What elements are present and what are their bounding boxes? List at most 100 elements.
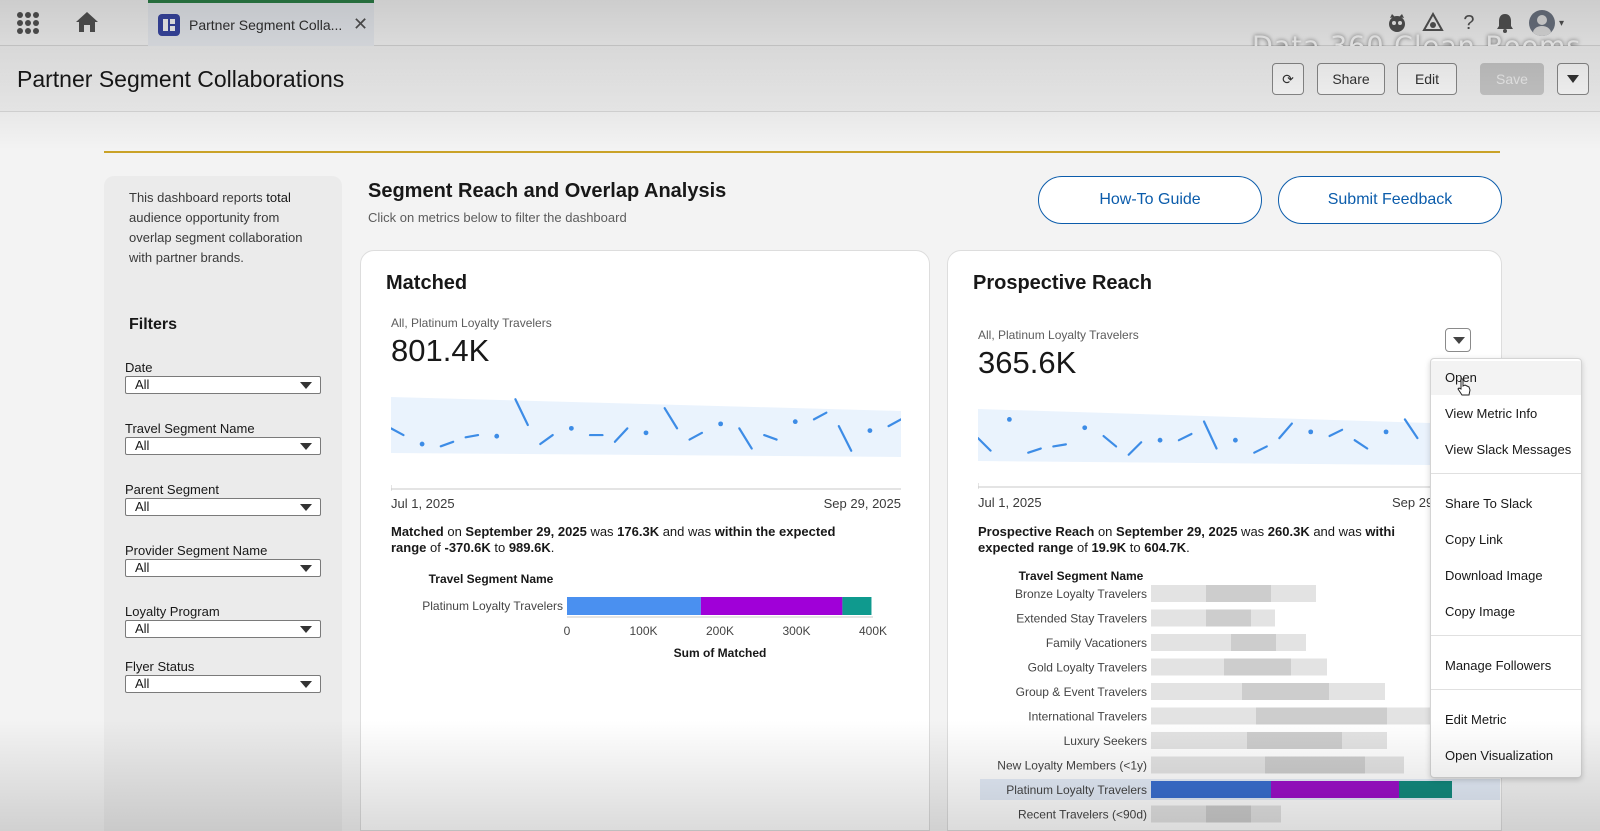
- bar-segment-2: [1399, 781, 1452, 798]
- sparkline-point: [1157, 437, 1163, 443]
- how-to-guide-button[interactable]: How-To Guide: [1038, 176, 1262, 224]
- menu-item-download-image[interactable]: Download Image: [1445, 568, 1543, 583]
- travel-segment-filter-select[interactable]: All: [125, 437, 321, 455]
- card-title: Prospective Reach: [973, 272, 1152, 294]
- x-axis-title: Sum of Matched: [674, 646, 767, 660]
- sparkline-segment: [978, 437, 992, 452]
- share-button[interactable]: Share: [1317, 63, 1385, 95]
- avatar-caret-icon[interactable]: ▾: [1558, 17, 1564, 29]
- category-label: International Travelers: [1028, 710, 1147, 724]
- menu-item-share-to-slack[interactable]: Share To Slack: [1445, 496, 1533, 511]
- avatar[interactable]: [1528, 10, 1555, 36]
- edit-button[interactable]: Edit: [1397, 63, 1457, 95]
- filter-parent-segment: Parent Segment All: [125, 483, 321, 516]
- menu-item-open-visualization[interactable]: Open Visualization: [1445, 748, 1554, 763]
- bar-segment-1: [1247, 732, 1342, 749]
- sparkline-segment: [812, 411, 828, 421]
- bar-segment-1: [1256, 707, 1387, 725]
- bar-segment-0: [1151, 781, 1271, 798]
- loyalty-program-filter-select[interactable]: All: [125, 620, 321, 638]
- sparkline-segment: [1328, 428, 1344, 438]
- sparkline-segment: [1278, 422, 1293, 440]
- sparkline-segment: [1102, 434, 1118, 448]
- sparkline-point: [867, 428, 873, 433]
- sparkline-point: [1082, 425, 1088, 431]
- metric-actions-dropdown-button[interactable]: [1445, 328, 1471, 352]
- app-launcher-icon[interactable]: [17, 12, 39, 34]
- date-filter-select[interactable]: All: [125, 376, 321, 394]
- prospective-reach-card[interactable]: Prospective Reach All, Platinum Loyalty …: [947, 250, 1502, 831]
- agent-icon[interactable]: [1385, 11, 1409, 35]
- matched-sparkline[interactable]: [391, 391, 901, 491]
- bar-segment-2: [1342, 732, 1387, 749]
- menu-item-edit-metric[interactable]: Edit Metric: [1445, 712, 1507, 727]
- sparkline-segment: [688, 431, 704, 441]
- date-end: Sep 29, 2025: [823, 496, 901, 511]
- sparkline-segment: [1253, 445, 1268, 454]
- flyer-status-filter-select[interactable]: All: [125, 675, 321, 693]
- bar-segment-0: [1151, 805, 1206, 823]
- refresh-button[interactable]: ⟳: [1272, 63, 1304, 95]
- bar-segment-1: [1271, 781, 1399, 798]
- bar-segment-2: [1291, 658, 1327, 676]
- filters-sidebar: This dashboard reports total audience op…: [104, 176, 342, 831]
- sparkline-segment: [464, 433, 480, 439]
- sparkline-point: [1232, 437, 1238, 443]
- metric-actions-menu: Open View Metric Info View Slack Message…: [1430, 358, 1582, 778]
- bar-segment-2: [842, 597, 872, 615]
- date-start: Jul 1, 2025: [391, 496, 455, 511]
- bar-segment-0: [1151, 732, 1247, 749]
- parent-segment-filter-select[interactable]: All: [125, 498, 321, 516]
- sparkline-point: [494, 433, 500, 439]
- bar-segment-1: [1206, 609, 1251, 627]
- bar-segment-0: [1151, 707, 1256, 725]
- bar-segment-0: [1151, 756, 1265, 774]
- sparkline-segment: [514, 398, 529, 427]
- matched-insight: Matched on September 29, 2025 was 176.3K…: [391, 524, 836, 555]
- menu-item-copy-image[interactable]: Copy Image: [1445, 604, 1516, 619]
- matched-bar-chart[interactable]: Travel Segment Name Platinum Loyalty Trav…: [361, 571, 931, 681]
- bar-segment-2: [1387, 707, 1437, 725]
- close-icon[interactable]: ✕: [353, 14, 369, 34]
- trailhead-icon[interactable]: [1421, 11, 1445, 35]
- chart-axis-title: Travel Segment Name: [1019, 569, 1144, 583]
- section-subtitle: Click on metrics below to filter the das…: [368, 210, 627, 225]
- save-button[interactable]: Save: [1480, 63, 1544, 95]
- sparkline-point: [568, 425, 574, 431]
- filters-heading: Filters: [129, 316, 178, 333]
- tab-label: Partner Segment Colla...: [189, 16, 343, 33]
- date-end: Sep 29: [1392, 495, 1434, 510]
- tab-partner-segment[interactable]: Partner Segment Colla... ✕: [148, 0, 374, 46]
- sparkline-segment: [1202, 420, 1218, 450]
- menu-item-open[interactable]: Open: [1431, 361, 1581, 395]
- sparkline-segment: [539, 433, 554, 446]
- menu-item-view-metric-info[interactable]: View Metric Info: [1445, 406, 1538, 421]
- prospective-bar-chart[interactable]: Travel Segment Name Bronze Loyalty Travel…: [948, 569, 1502, 831]
- bar-segment-1: [1224, 658, 1291, 676]
- more-actions-button[interactable]: [1557, 63, 1589, 95]
- dashboard-icon: [158, 13, 180, 36]
- bar-segment-1: [1265, 756, 1365, 774]
- category-label: Luxury Seekers: [1064, 734, 1147, 748]
- notification-bell-icon[interactable]: [1493, 11, 1517, 35]
- category-label: Platinum Loyalty Travelers: [422, 599, 563, 613]
- expected-range-band: [391, 397, 901, 457]
- menu-item-view-slack-messages[interactable]: View Slack Messages: [1445, 442, 1572, 457]
- bar-segment-0: [1151, 609, 1206, 627]
- global-header: Partner Segment Colla... ✕ ? ▾: [0, 0, 1600, 46]
- sparkline-point: [1383, 429, 1389, 435]
- bar-segment-2: [1251, 805, 1281, 823]
- sparkline-segment: [1127, 441, 1143, 456]
- category-label: Bronze Loyalty Travelers: [1015, 587, 1147, 601]
- menu-item-copy-link[interactable]: Copy Link: [1445, 532, 1503, 547]
- provider-segment-filter-select[interactable]: All: [125, 559, 321, 577]
- submit-feedback-button[interactable]: Submit Feedback: [1278, 176, 1502, 224]
- prospective-sparkline[interactable]: [978, 405, 1430, 489]
- matched-card[interactable]: Matched All, Platinum Loyalty Travelers …: [360, 250, 930, 831]
- sparkline-segment: [1052, 443, 1067, 448]
- home-icon[interactable]: [74, 10, 100, 34]
- bar-segment-2: [1251, 609, 1275, 627]
- help-icon[interactable]: ?: [1463, 12, 1475, 34]
- x-tick-label: 400K: [859, 624, 887, 638]
- menu-item-manage-followers[interactable]: Manage Followers: [1445, 658, 1552, 673]
